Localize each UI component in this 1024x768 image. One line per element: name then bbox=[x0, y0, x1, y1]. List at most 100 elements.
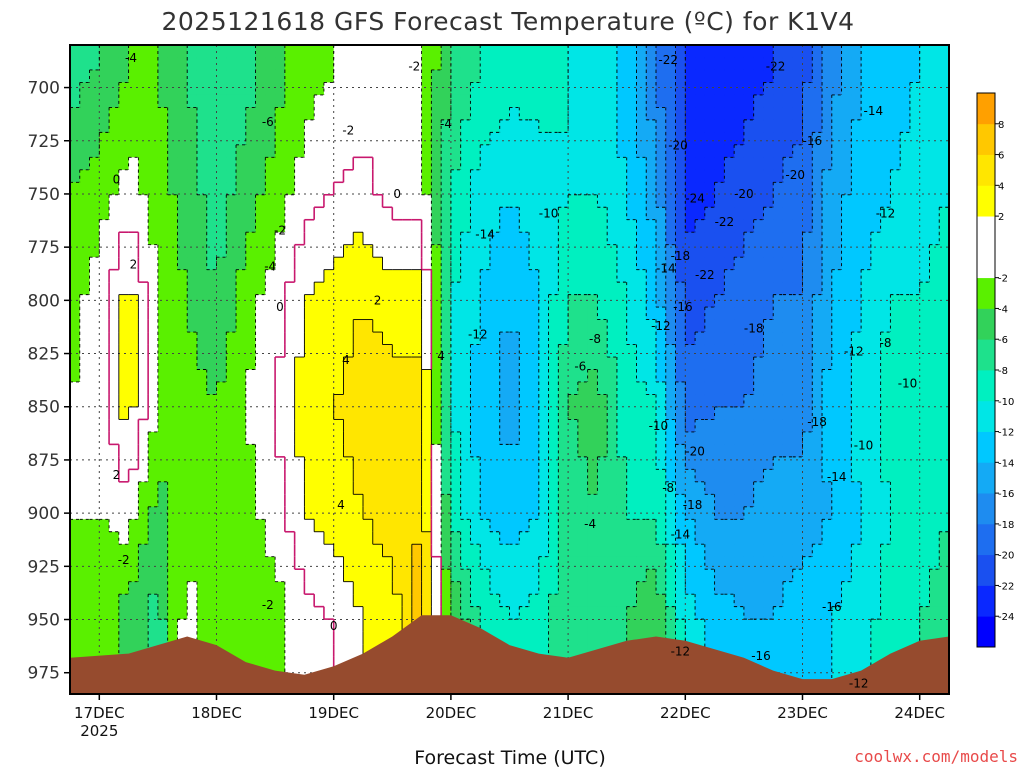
field-cell bbox=[675, 207, 686, 221]
field-cell bbox=[558, 82, 569, 96]
field-cell bbox=[812, 431, 823, 445]
field-cell bbox=[900, 307, 911, 321]
field-cell bbox=[900, 444, 911, 458]
field-cell bbox=[538, 606, 550, 620]
field-cell bbox=[187, 194, 198, 208]
field-cell bbox=[275, 419, 286, 433]
field-cell bbox=[411, 469, 423, 483]
field-cell bbox=[548, 606, 559, 620]
field-cell bbox=[577, 531, 589, 545]
field-cell bbox=[665, 419, 677, 433]
field-cell bbox=[323, 569, 335, 583]
field-cell bbox=[753, 369, 765, 383]
field-cell bbox=[167, 369, 179, 383]
field-cell bbox=[275, 431, 286, 445]
field-cell bbox=[773, 381, 784, 396]
field-cell bbox=[870, 394, 882, 408]
field-cell bbox=[421, 107, 432, 121]
field-cell bbox=[411, 144, 423, 158]
field-cell bbox=[743, 307, 755, 321]
field-cell bbox=[99, 207, 110, 221]
field-cell bbox=[597, 556, 608, 570]
field-cell bbox=[665, 494, 677, 508]
field-cell bbox=[323, 282, 335, 296]
field-cell bbox=[529, 631, 540, 645]
field-cell bbox=[206, 606, 218, 620]
field-cell bbox=[851, 394, 862, 408]
field-cell bbox=[450, 169, 462, 183]
field-cell bbox=[431, 182, 442, 196]
field-cell bbox=[177, 194, 188, 208]
field-cell bbox=[577, 82, 589, 96]
field-cell bbox=[724, 344, 735, 358]
field-cell bbox=[353, 94, 364, 108]
field-cell bbox=[636, 144, 647, 158]
field-cell bbox=[831, 57, 843, 71]
field-cell bbox=[782, 631, 794, 645]
field-cell bbox=[363, 107, 374, 121]
field-cell bbox=[480, 606, 491, 620]
field-cell bbox=[773, 456, 784, 470]
field-cell bbox=[519, 182, 530, 196]
field-cell bbox=[109, 119, 120, 133]
field-cell bbox=[763, 506, 774, 520]
field-cell bbox=[304, 357, 315, 371]
field-cell bbox=[196, 494, 208, 508]
field-cell bbox=[441, 94, 452, 108]
field-cell bbox=[275, 82, 286, 96]
field-cell bbox=[548, 394, 559, 408]
field-cell bbox=[402, 369, 413, 383]
field-cell bbox=[70, 506, 81, 520]
field-cell bbox=[665, 406, 677, 421]
field-cell bbox=[304, 469, 315, 483]
field-cell bbox=[138, 494, 149, 508]
field-cell bbox=[861, 69, 872, 84]
field-cell bbox=[851, 444, 862, 458]
field-cell bbox=[616, 556, 628, 570]
field-cell bbox=[939, 207, 950, 221]
field-cell bbox=[597, 69, 608, 84]
field-cell bbox=[665, 631, 677, 645]
field-cell bbox=[616, 569, 628, 583]
field-cell bbox=[294, 82, 305, 96]
field-cell bbox=[284, 232, 296, 246]
field-cell bbox=[519, 544, 530, 558]
field-cell bbox=[861, 232, 872, 246]
field-cell bbox=[802, 569, 813, 583]
field-cell bbox=[148, 107, 159, 121]
field-cell bbox=[636, 519, 647, 533]
field-cell bbox=[382, 319, 393, 333]
field-cell bbox=[294, 107, 305, 121]
field-cell bbox=[587, 282, 598, 296]
field-cell bbox=[577, 269, 589, 283]
field-cell bbox=[421, 556, 432, 570]
field-cell bbox=[538, 631, 550, 645]
field-cell bbox=[245, 357, 257, 371]
field-cell bbox=[714, 357, 725, 371]
field-cell bbox=[265, 132, 276, 146]
field-cell bbox=[587, 594, 598, 608]
field-cell bbox=[460, 82, 472, 96]
field-cell bbox=[773, 144, 784, 158]
field-cell bbox=[118, 581, 130, 595]
field-cell bbox=[597, 107, 608, 121]
field-cell bbox=[148, 132, 159, 146]
field-cell bbox=[656, 456, 667, 470]
field-cell bbox=[743, 194, 755, 208]
field-cell bbox=[294, 456, 305, 470]
field-cell bbox=[538, 244, 550, 258]
field-cell bbox=[597, 194, 608, 208]
field-cell bbox=[538, 456, 550, 470]
field-cell bbox=[265, 319, 276, 333]
field-cell bbox=[431, 244, 442, 258]
field-cell bbox=[226, 531, 237, 545]
field-cell bbox=[529, 157, 540, 171]
field-cell bbox=[275, 332, 286, 346]
field-cell bbox=[450, 444, 462, 458]
field-cell bbox=[734, 57, 745, 71]
field-cell bbox=[519, 269, 530, 283]
field-cell bbox=[138, 394, 149, 408]
field-cell bbox=[695, 406, 706, 421]
field-cell bbox=[441, 45, 452, 59]
field-cell bbox=[392, 57, 403, 71]
